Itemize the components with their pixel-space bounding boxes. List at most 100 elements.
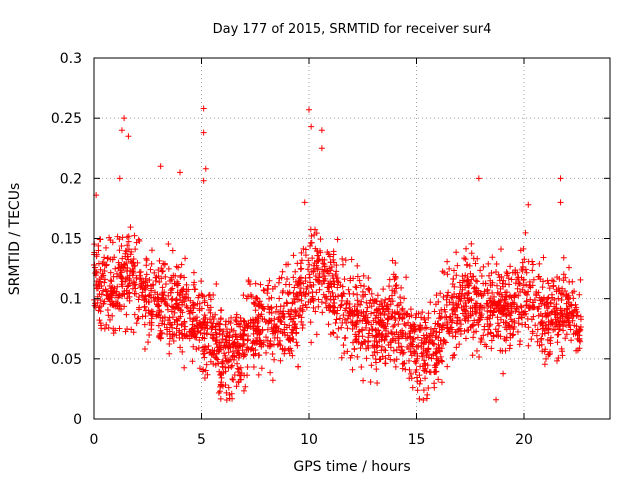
data-point (556, 321, 563, 328)
data-point (315, 303, 322, 310)
data-point (107, 237, 114, 244)
data-point (463, 278, 470, 285)
data-point (207, 331, 214, 338)
data-point (362, 338, 369, 345)
data-point (453, 293, 460, 300)
data-point (445, 328, 452, 335)
data-point (310, 268, 317, 275)
data-point (318, 127, 325, 134)
data-point (467, 312, 474, 319)
data-point (223, 396, 230, 403)
data-point (534, 338, 541, 345)
data-point (309, 289, 316, 296)
data-point (334, 334, 341, 341)
data-point (312, 273, 319, 280)
data-point (468, 276, 475, 283)
y-tick-label: 0.1 (60, 292, 82, 308)
data-point (340, 342, 347, 349)
data-point (174, 318, 181, 325)
data-point (308, 239, 315, 246)
data-point (493, 269, 500, 276)
data-point (573, 306, 580, 313)
data-point (392, 283, 399, 290)
data-point (118, 306, 125, 313)
data-point (251, 300, 258, 307)
data-point (377, 309, 384, 316)
data-point (145, 298, 152, 305)
data-point (462, 335, 469, 342)
data-point (250, 330, 257, 337)
data-point (334, 284, 341, 291)
data-point (280, 302, 287, 309)
data-point (463, 313, 470, 320)
data-point (368, 290, 375, 297)
data-point (338, 354, 345, 361)
data-point (442, 339, 449, 346)
data-point (219, 335, 226, 342)
data-point (330, 330, 337, 337)
data-point (507, 263, 514, 270)
data-point (344, 298, 351, 305)
data-point (421, 335, 428, 342)
data-point (239, 347, 246, 354)
data-point (141, 346, 148, 353)
data-point (292, 268, 299, 275)
data-point (331, 299, 338, 306)
data-point (453, 300, 460, 307)
data-point (354, 307, 361, 314)
data-point (374, 342, 381, 349)
data-point (217, 320, 224, 327)
data-point (517, 303, 524, 310)
data-point (217, 316, 224, 323)
data-point (562, 274, 569, 281)
data-point (98, 302, 105, 309)
data-point (155, 311, 162, 318)
data-point (190, 281, 197, 288)
data-point (181, 318, 188, 325)
data-point (110, 325, 117, 332)
data-point (94, 299, 101, 306)
data-point (178, 272, 185, 279)
data-point (300, 302, 307, 309)
data-point (378, 298, 385, 305)
data-point (226, 391, 233, 398)
data-point (554, 274, 561, 281)
data-point (466, 262, 473, 269)
data-point (307, 319, 314, 326)
data-point (329, 272, 336, 279)
data-point (159, 268, 166, 275)
data-point (545, 318, 552, 325)
data-point (444, 325, 451, 332)
data-point (507, 316, 514, 323)
data-point (449, 333, 456, 340)
data-point (454, 317, 461, 324)
data-point (433, 360, 440, 367)
data-point (407, 370, 414, 377)
data-point (179, 286, 186, 293)
data-point (456, 341, 463, 348)
data-point (308, 296, 315, 303)
data-point (566, 264, 573, 271)
data-point (444, 363, 451, 370)
data-point (394, 302, 401, 309)
data-point (256, 352, 263, 359)
data-point (543, 355, 550, 362)
data-point (255, 371, 262, 378)
data-point (446, 265, 453, 272)
data-point (463, 245, 470, 252)
data-point (118, 281, 125, 288)
data-point (451, 283, 458, 290)
data-point (398, 306, 405, 313)
data-point (221, 350, 228, 357)
data-point (577, 338, 584, 345)
data-point (459, 310, 466, 317)
data-point (472, 260, 479, 267)
data-point (475, 175, 482, 182)
data-point (363, 355, 370, 362)
data-point (315, 279, 322, 286)
data-point (458, 321, 465, 328)
data-point (380, 305, 387, 312)
data-point (307, 226, 314, 233)
data-point (395, 335, 402, 342)
data-point (285, 290, 292, 297)
